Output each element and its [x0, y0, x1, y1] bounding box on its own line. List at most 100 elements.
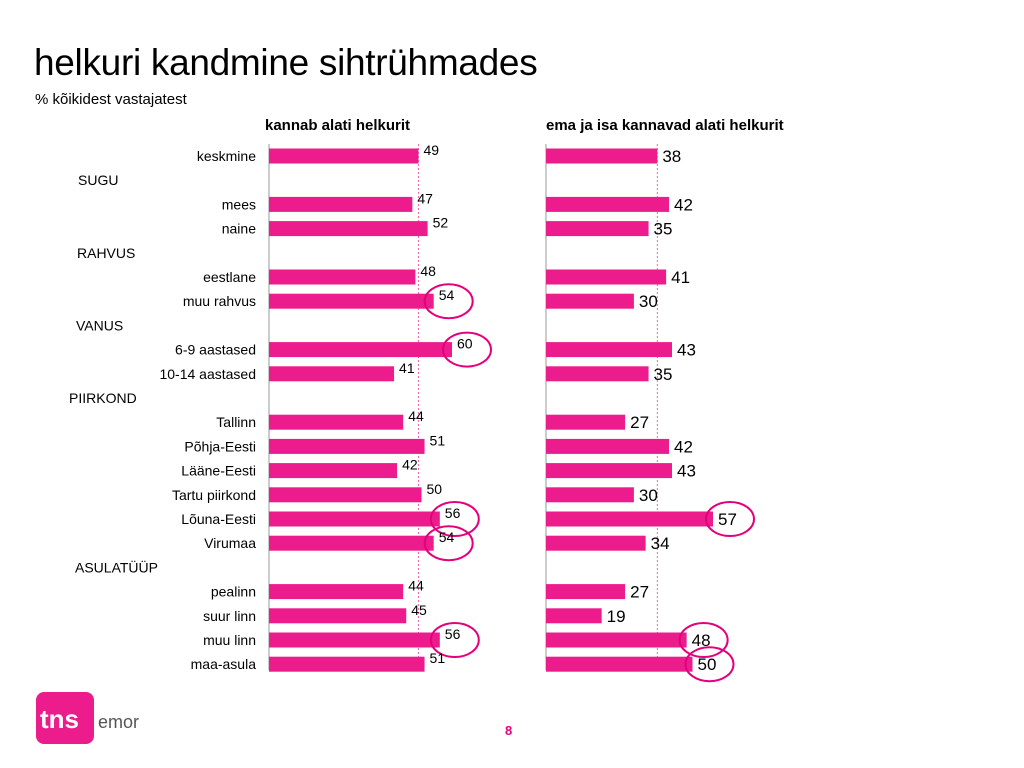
chart1-bar-muu-rahvus	[269, 293, 434, 309]
chart2-bar-10-14-aastased	[546, 366, 649, 382]
chart2-value-10-14-aastased: 35	[654, 365, 673, 384]
chart2-bar-naine	[546, 221, 649, 237]
chart1-bar-keskmine	[269, 148, 419, 164]
group-label-sugu: SUGU	[78, 172, 118, 188]
chart2-bar-keskmine	[546, 148, 658, 164]
chart1-bar-mees	[269, 196, 413, 212]
chart2-bar-muu-linn	[546, 632, 687, 648]
chart1-bar-suur-linn	[269, 608, 407, 624]
chart1-bar-maa-asula	[269, 656, 425, 672]
chart2-value-maa-asula: 50	[698, 655, 717, 674]
row-label-eestlane: eestlane	[203, 269, 256, 285]
chart1-value-muu-linn: 56	[445, 626, 461, 642]
row-label-suur-linn: suur linn	[203, 608, 256, 624]
chart2-value-mees: 42	[674, 195, 693, 214]
chart1-bar-virumaa	[269, 535, 434, 551]
logo-suffix-text: emor	[98, 712, 139, 732]
row-label-mees: mees	[222, 196, 256, 212]
logo-mark-icon: tns emor	[36, 692, 139, 744]
chart1-bar-eestlane	[269, 269, 416, 285]
row-label-muu-linn: muu linn	[203, 632, 256, 648]
row-label-pohja-eesti: Põhja-Eesti	[184, 438, 256, 454]
chart2-value-6-9-aastased: 43	[677, 341, 696, 360]
chart1-value-laane-eesti: 42	[402, 457, 418, 473]
chart2-value-tartu-piirkond: 30	[639, 486, 658, 505]
chart2-value-muu-linn: 48	[692, 631, 711, 650]
chart2-value-pealinn: 27	[630, 583, 649, 602]
tns-emor-logo: tns emor	[36, 686, 146, 746]
chart2-bar-laane-eesti	[546, 463, 672, 479]
chart1-bar-6-9-aastased	[269, 342, 452, 358]
chart1-bar-10-14-aastased	[269, 366, 395, 382]
chart2-bar-mees	[546, 196, 670, 212]
page-subtitle: % kõikidest vastajatest	[35, 91, 187, 108]
chart1-value-mees: 47	[417, 190, 433, 206]
group-label-asulatuup: ASULATÜÜP	[75, 558, 158, 575]
chart2-value-virumaa: 34	[651, 534, 670, 553]
chart2-bar-suur-linn	[546, 608, 602, 624]
chart1-bar-pealinn	[269, 584, 404, 600]
chart1-value-maa-asula: 51	[430, 650, 446, 666]
chart2-value-laane-eesti: 43	[677, 462, 696, 481]
row-label-tallinn: Tallinn	[216, 414, 256, 430]
chart1-highlight-muu-linn	[429, 622, 480, 658]
chart2-highlight-muu-linn	[678, 622, 729, 658]
chart1-value-eestlane: 48	[420, 263, 436, 279]
chart1-bar-laane-eesti	[269, 463, 398, 479]
chart2-value-suur-linn: 19	[607, 607, 626, 626]
row-label-virumaa: Virumaa	[204, 535, 256, 551]
chart2-bar-virumaa	[546, 535, 646, 551]
chart1-value-tartu-piirkond: 50	[427, 481, 443, 497]
chart1-bar-muu-linn	[269, 632, 440, 648]
chart1-bar-tartu-piirkond	[269, 487, 422, 503]
row-label-muu-rahvus: muu rahvus	[183, 293, 256, 309]
chart2-highlight-louna-eesti	[705, 501, 756, 537]
row-label-pealinn: pealinn	[211, 584, 256, 600]
chart2-value-muu-rahvus: 30	[639, 292, 658, 311]
chart1-highlight-6-9-aastased	[442, 331, 492, 368]
chart2-bar-tartu-piirkond	[546, 487, 634, 503]
chart2-bar-pohja-eesti	[546, 438, 670, 454]
chart1-value-tallinn: 44	[408, 408, 424, 424]
group-label-piirkond: PIIRKOND	[69, 390, 137, 406]
chart1-value-pealinn: 44	[408, 578, 424, 594]
chart2-bar-maa-asula	[546, 656, 693, 672]
chart2-value-louna-eesti: 57	[718, 510, 737, 529]
chart1-value-pohja-eesti: 51	[430, 432, 446, 448]
chart2-bar-pealinn	[546, 584, 626, 600]
row-label-laane-eesti: Lääne-Eesti	[181, 463, 256, 479]
chart2-bar-eestlane	[546, 269, 667, 285]
chart1-value-naine: 52	[433, 215, 449, 231]
chart1-value-virumaa: 54	[439, 529, 455, 545]
chart2-value-keskmine: 38	[662, 147, 681, 166]
chart1-highlight-muu-rahvus	[423, 283, 474, 320]
chart1-value-louna-eesti: 56	[445, 505, 461, 521]
chart1-value-suur-linn: 45	[411, 602, 427, 618]
group-label-rahvus: RAHVUS	[77, 245, 135, 261]
chart2-value-tallinn: 27	[630, 413, 649, 432]
chart2-bar-6-9-aastased	[546, 342, 672, 358]
page-title: helkuri kandmine sihtrühmades	[34, 42, 538, 83]
chart2-value-eestlane: 41	[671, 268, 690, 287]
chart1-bar-tallinn	[269, 414, 404, 430]
chart1-highlight-louna-eesti	[429, 501, 480, 537]
page-number: 8	[505, 723, 513, 738]
group-label-vanus: VANUS	[76, 317, 123, 333]
chart1-value-muu-rahvus: 54	[439, 287, 455, 303]
chart2-title: ema ja isa kannavad alati helkurit	[546, 117, 784, 134]
chart2-highlight-maa-asula	[684, 646, 735, 683]
chart2-bar-tallinn	[546, 414, 626, 430]
row-label-tartu-piirkond: Tartu piirkond	[172, 487, 256, 503]
chart1-value-10-14-aastased: 41	[399, 360, 415, 376]
row-label-keskmine: keskmine	[197, 148, 256, 164]
chart2-bar-louna-eesti	[546, 511, 714, 527]
chart1-bar-louna-eesti	[269, 511, 440, 527]
chart2-value-pohja-eesti: 42	[674, 437, 693, 456]
chart1-value-6-9-aastased: 60	[457, 336, 473, 352]
chart2-bar-muu-rahvus	[546, 293, 634, 309]
chart1-value-keskmine: 49	[423, 142, 439, 158]
chart1-title: kannab alati helkurit	[265, 117, 411, 134]
chart1-highlight-virumaa	[423, 525, 474, 562]
row-label-naine: naine	[222, 221, 256, 237]
